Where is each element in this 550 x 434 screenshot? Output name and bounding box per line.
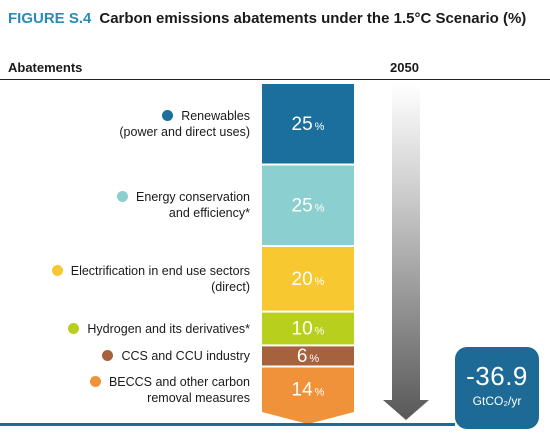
bottom-divider	[0, 423, 455, 426]
segment-value-label: 10%	[292, 319, 325, 340]
segment-label-line: Electrification in end use sectors	[0, 263, 250, 279]
bar-segment-6	[262, 367, 354, 424]
total-abatement-value: -36.9	[466, 361, 528, 391]
segment-labels: Renewables (power and direct uses) Energy …	[0, 0, 250, 434]
figure-title: FIGURE S.4 Carbon emissions abatements un…	[8, 10, 526, 27]
bar-segment-4	[262, 312, 354, 345]
segment-label-line: removal measures	[147, 390, 250, 405]
legend-dot-icon	[117, 191, 129, 203]
total-abatement-unit: GtCO₂/yr	[472, 394, 522, 408]
column-header-row: Abatements 2050	[0, 58, 550, 82]
segment-value-label: 20%	[292, 269, 325, 290]
segment-label: Hydrogen and its derivatives*	[0, 321, 250, 337]
segment-value-label: 14%	[292, 380, 325, 401]
legend-dot-icon	[89, 375, 101, 387]
segment-label-line: (power and direct uses)	[119, 124, 250, 139]
bar-segment-1	[262, 84, 354, 164]
segment-label-line: and efficiency*	[168, 206, 250, 221]
bar-segment-3	[262, 247, 354, 311]
figure-label: FIGURE S.4	[8, 10, 92, 27]
segment-label-line: Renewables	[0, 108, 250, 124]
segment-label: Electrification in end use sectors (direc…	[0, 263, 250, 295]
figure-heading: Carbon emissions abatements under the 1.…	[99, 10, 527, 27]
segment-label-line: BECCS and other carbon	[0, 374, 250, 390]
segment-value-label: 25%	[292, 195, 325, 216]
segment-label-line: CCS and CCU industry	[0, 348, 250, 364]
segment-value-label: 25%	[292, 114, 325, 135]
bar-segment-2	[262, 165, 354, 245]
segment-label: CCS and CCU industry	[0, 348, 250, 364]
header-divider	[0, 79, 550, 80]
segment-label-line: Hydrogen and its derivatives*	[0, 321, 250, 337]
segment-label-line: Energy conservation	[0, 189, 250, 205]
segment-label: BECCS and other carbon removal measures	[0, 374, 250, 406]
segment-value-label: 6%	[297, 346, 320, 367]
abatements-column-header: Abatements	[8, 60, 83, 75]
total-abatement-badge: -36.9 GtCO₂/yr	[455, 347, 539, 429]
legend-dot-icon	[162, 109, 174, 121]
legend-dot-icon	[51, 264, 63, 276]
segment-label: Renewables (power and direct uses)	[0, 108, 250, 140]
segment-label-line: (direct)	[211, 279, 250, 294]
legend-dot-icon	[68, 322, 80, 334]
year-column-header: 2050	[390, 60, 419, 75]
legend-dot-icon	[102, 349, 114, 361]
segment-label: Energy conservation and efficiency*	[0, 189, 250, 221]
bar-segment-5	[262, 346, 354, 366]
